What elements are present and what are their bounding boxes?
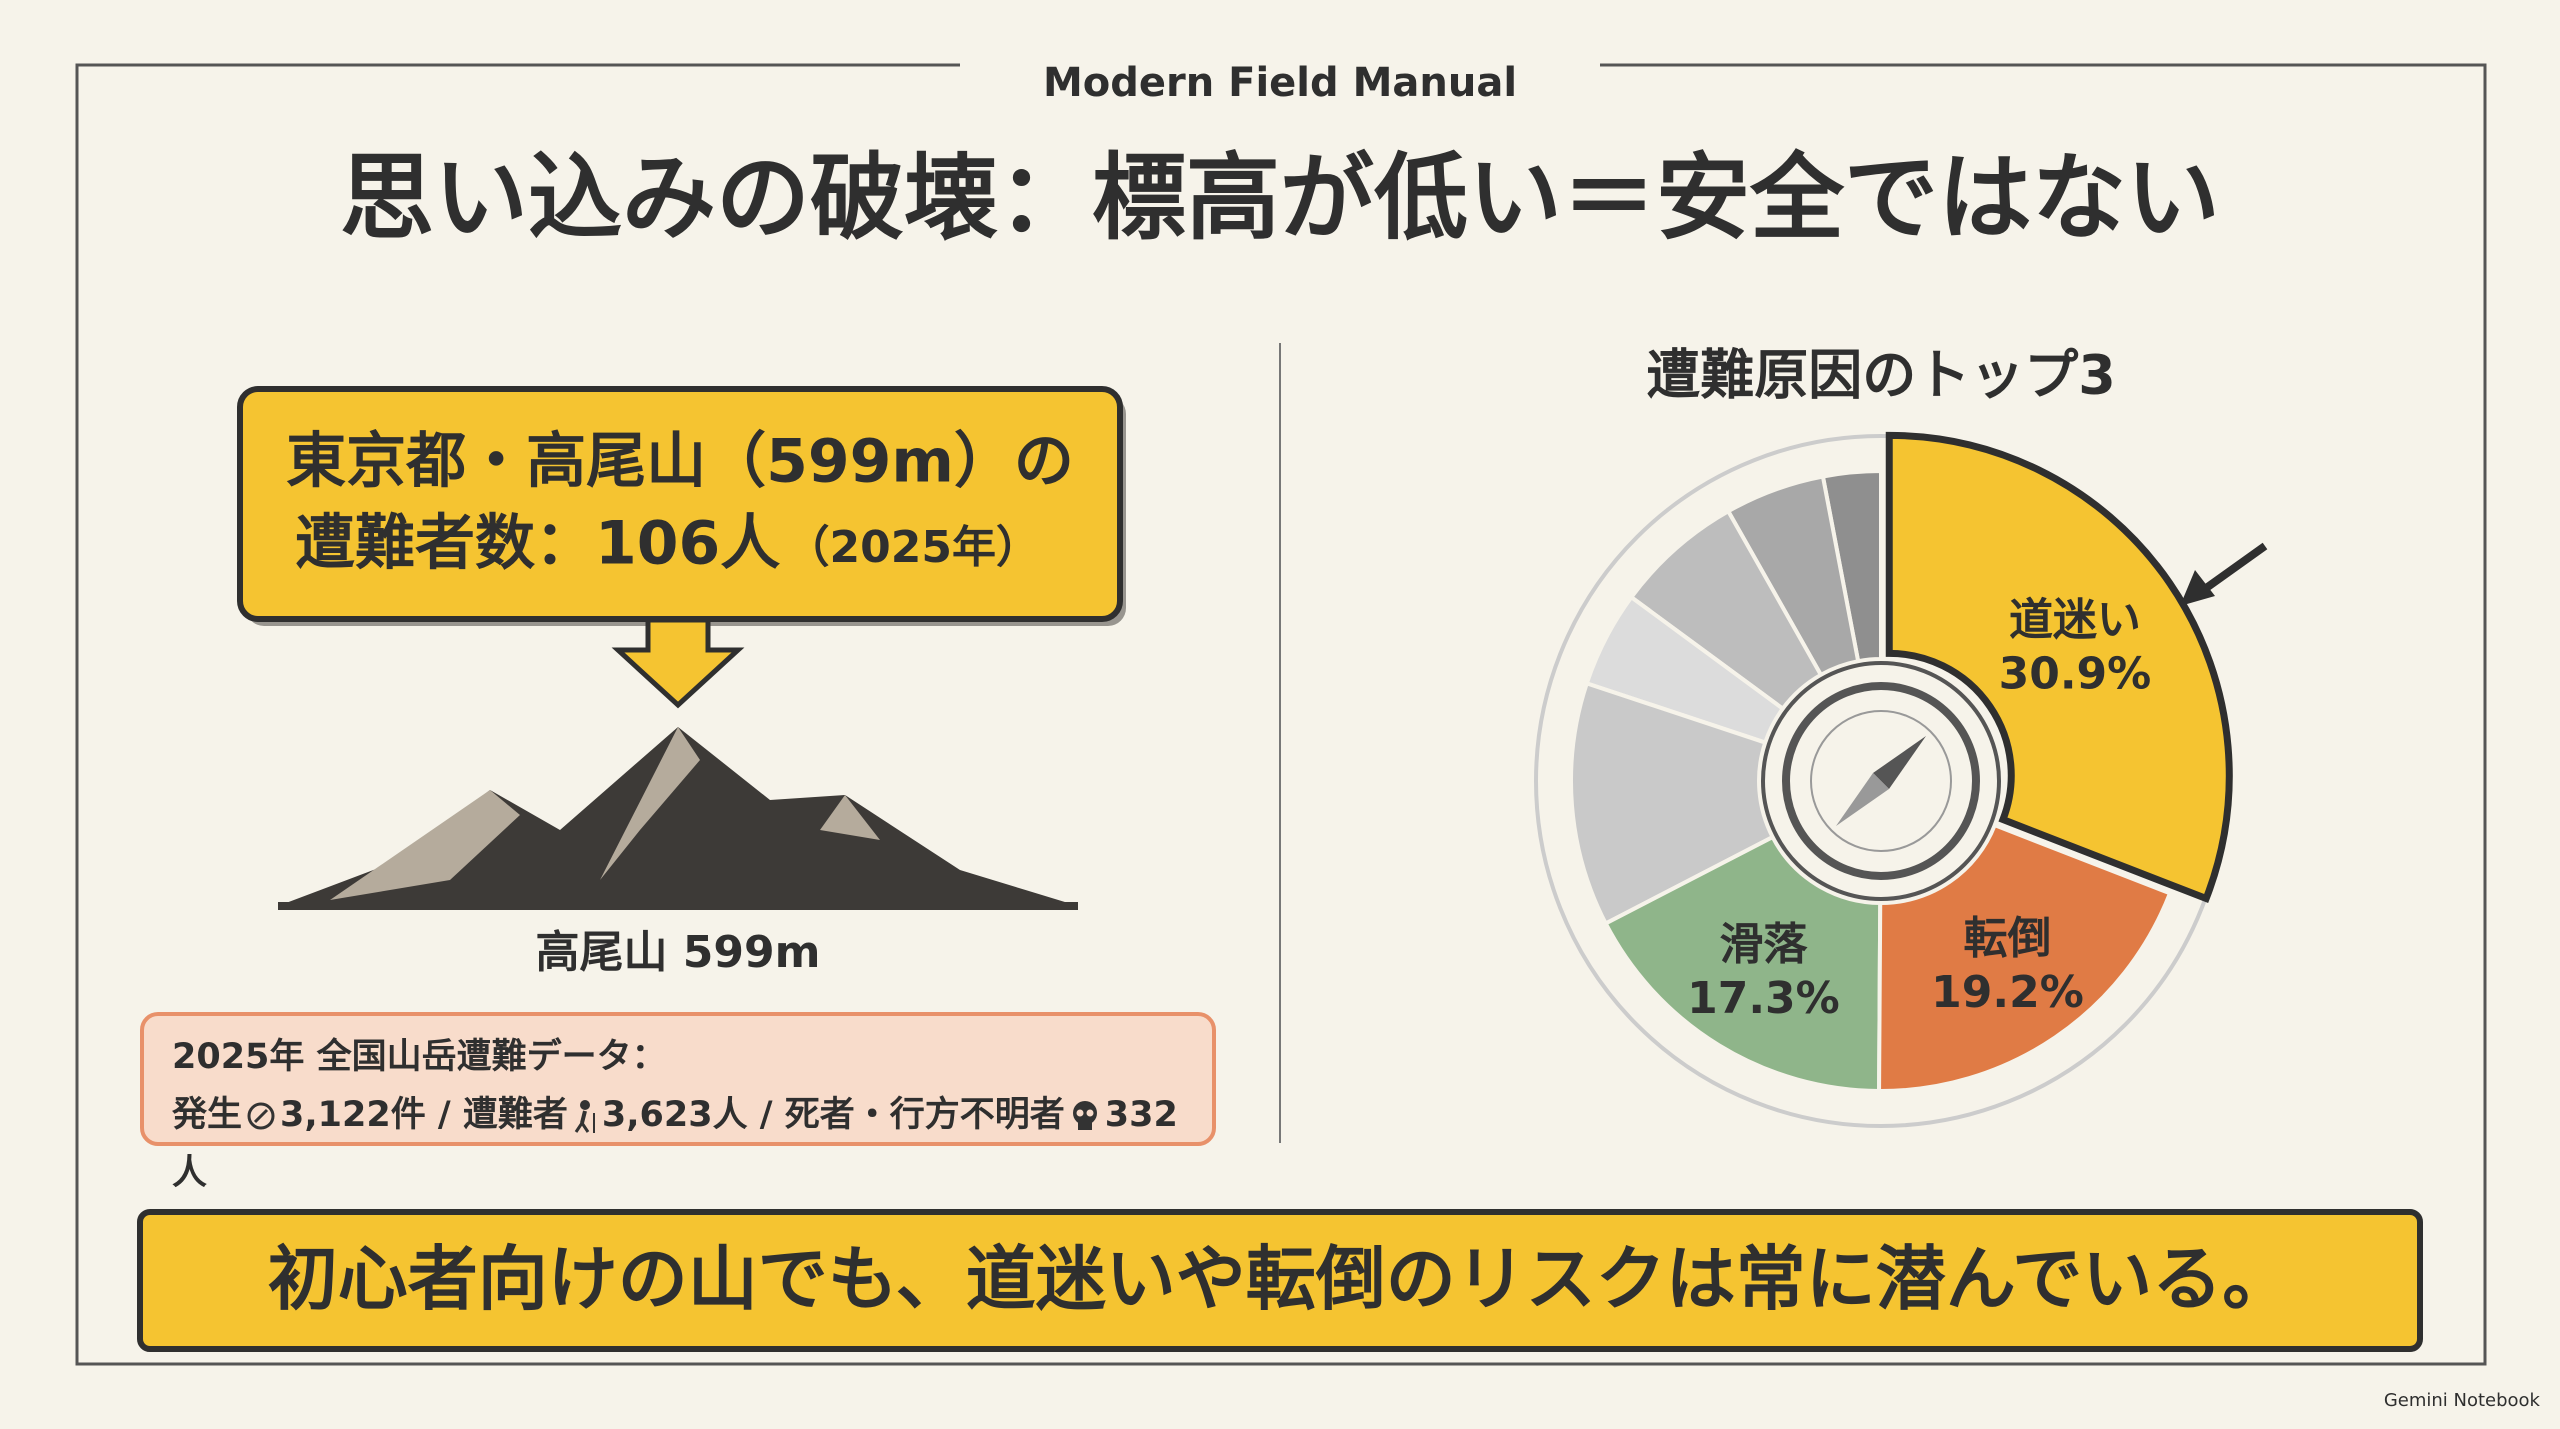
pie-slice [1820,468,1883,664]
stat-label: / 死者・行方不明者 [759,1095,1065,1135]
stat-label: 発生 [172,1095,243,1135]
brand: Modern Field Manual [1043,60,1517,106]
mountain-facet [330,790,520,900]
pie-slice [1725,474,1861,678]
pie-slice [1628,508,1824,712]
compass-needle [1873,736,1926,789]
stats-heading: 2025年 全国山岳遭難データ： [172,1037,667,1077]
compass [1761,661,2001,901]
pie-slice [1584,594,1786,746]
callout [237,386,1123,622]
stat-label: / 遭難者 [437,1095,568,1135]
slice-label: 滑落 [1719,919,1808,970]
stat-value: 332人 [172,1095,1178,1193]
footer-banner [137,1209,2423,1352]
compass-ring [1782,682,1980,880]
callout-line: 東京都・高尾山（599m）の [286,427,1074,497]
pie-slice [1885,431,2233,904]
compass-icon [247,1102,275,1130]
footer-message: 初心者向けの山でも、道迷いや転倒のリスクは常に潜んでいる。 [268,1238,2292,1320]
pie-slice [1877,822,2173,1093]
hiker-icon [574,1100,595,1133]
callout-line: 遭難者数：106人 [295,509,780,579]
pie-slice [1569,680,1776,927]
stats-line: 発生 3,122件 / 遭難者 3,623人 / 死者・行方不明者 332人 [172,1086,1184,1202]
chart-title: 遭難原因のトップ3 [1646,344,2116,407]
stats-box: 2025年 全国山岳遭難データ： 発生 3,122件 / 遭難者 3,623人 / … [140,1012,1216,1193]
mountain [278,727,1078,906]
watermark: Gemini Notebook [2384,1390,2541,1411]
slice-value: 17.3% [1687,973,1840,1024]
pointer-head [2180,570,2215,606]
title: 思い込みの破壊：標高が低い＝安全ではない [340,144,2220,253]
mountain-facet [820,795,880,840]
frame-gap [960,55,1600,75]
stat-value: 3,122件 [280,1095,426,1135]
down-arrow [611,617,745,709]
skull-icon [1072,1101,1097,1130]
stat-value: 3,623人 [601,1095,748,1135]
slice-value: 19.2% [1931,967,2084,1018]
compass-needle [1836,773,1889,826]
mountain-facet [600,727,700,880]
callout-note: （2025年） [786,522,1040,573]
slice-label: 道迷い [2009,594,2141,645]
mountain-label: 高尾山 599m [535,927,820,978]
pie-slice [1602,834,1883,1094]
slice-label: 転倒 [1963,913,2051,964]
slice-value: 30.9% [1999,648,2152,699]
compass-ring [1810,710,1952,852]
